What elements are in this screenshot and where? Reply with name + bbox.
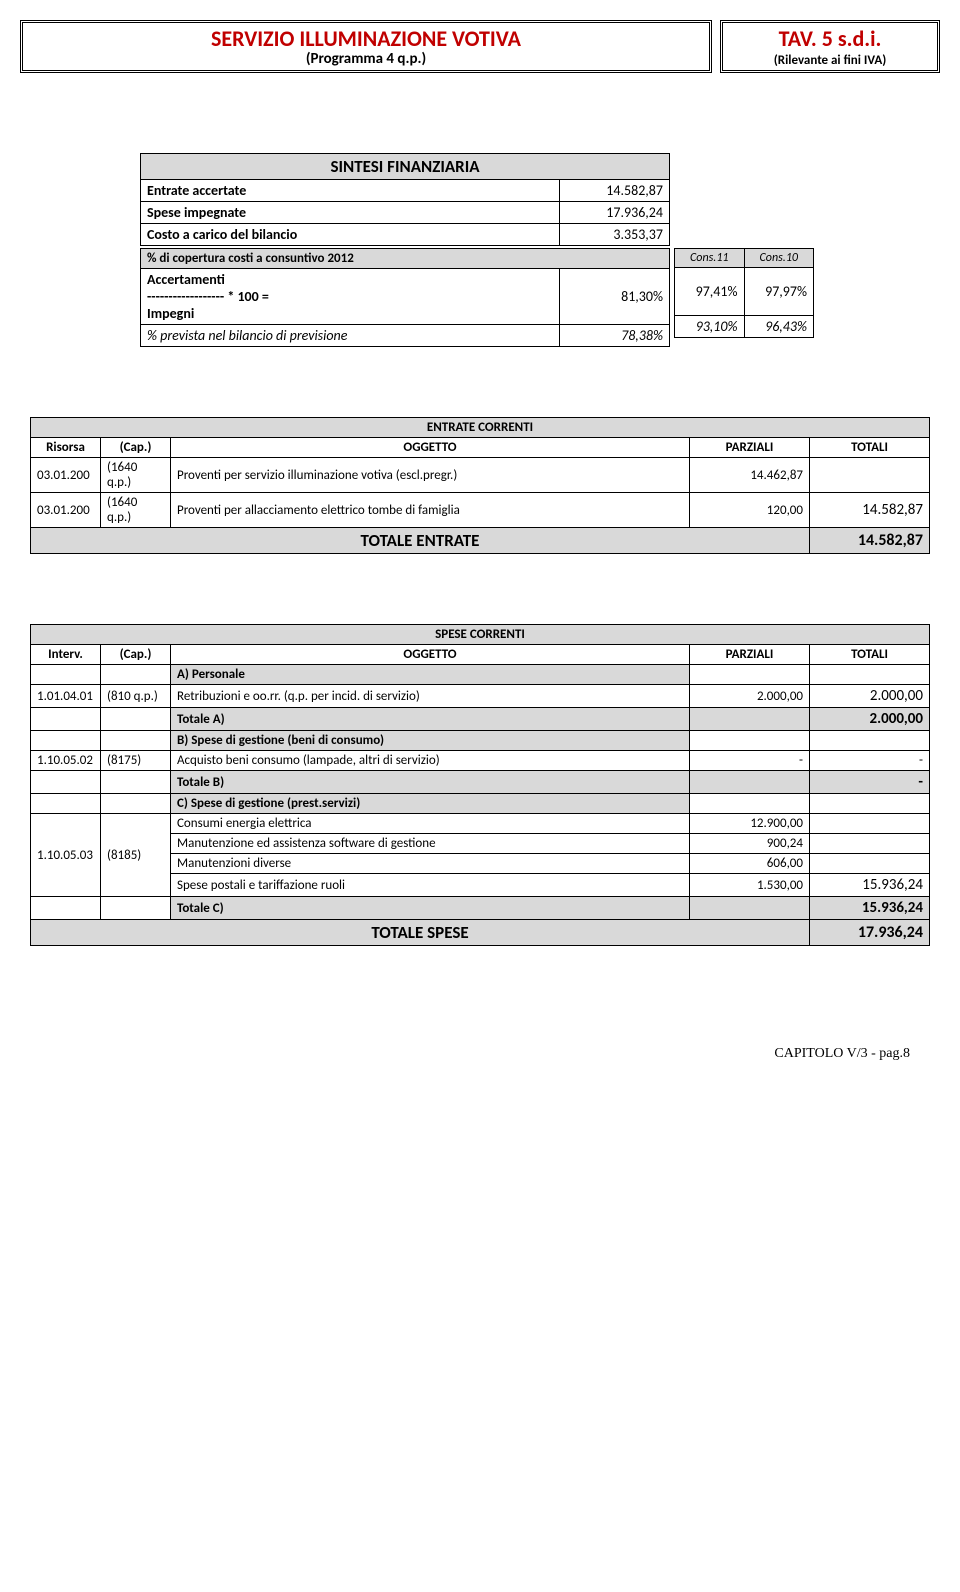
row-value: 3.353,37	[560, 224, 670, 246]
spese-table: SPESE CORRENTI Interv. (Cap.) OGGETTO PA…	[30, 624, 930, 946]
entrate-table: ENTRATE CORRENTI Risorsa (Cap.) OGGETTO …	[30, 417, 930, 554]
prev-label: % prevista nel bilancio di previsione	[141, 325, 560, 347]
table-row: 1.10.05.02 (8175) Acquisto beni consumo …	[31, 751, 930, 771]
sintesi-section: SINTESI FINANZIARIA Entrate accertate14.…	[140, 153, 940, 347]
col-parziali: PARZIALI	[690, 438, 810, 458]
page-header: SERVIZIO ILLUMINAZIONE VOTIVA (Programma…	[20, 20, 940, 73]
col-totali: TOTALI	[810, 645, 930, 665]
group-c-header: C) Spese di gestione (prest.servizi)	[31, 794, 930, 814]
iva-note: (Rilevante ai fini IVA)	[731, 53, 929, 68]
col-interv: Interv.	[31, 645, 101, 665]
pct-header: % di copertura costi a consuntivo 2012	[141, 249, 670, 269]
table-row: 1.01.04.01 (810 q.p.) Retribuzioni e oo.…	[31, 685, 930, 708]
accert-value: 81,30%	[560, 269, 670, 325]
cons11-head: Cons.11	[675, 249, 745, 268]
sintesi-title: SINTESI FINANZIARIA	[141, 154, 670, 180]
spese-total-row: TOTALE SPESE 17.936,24	[31, 920, 930, 946]
entrate-section: ENTRATE CORRENTI Risorsa (Cap.) OGGETTO …	[20, 417, 940, 554]
col-cap: (Cap.)	[101, 438, 171, 458]
col-risorsa: Risorsa	[31, 438, 101, 458]
header-right: TAV. 5 s.d.i. (Rilevante ai fini IVA)	[720, 20, 940, 73]
col-cap: (Cap.)	[101, 645, 171, 665]
group-a-total: Totale A)2.000,00	[31, 708, 930, 731]
table-row: 1.10.05.03 (8185) Consumi energia elettr…	[31, 814, 930, 834]
cons10-head: Cons.10	[744, 249, 814, 268]
group-c-total: Totale C)15.936,24	[31, 897, 930, 920]
group-a-header: A) Personale	[31, 665, 930, 685]
sintesi-main-table: SINTESI FINANZIARIA Entrate accertate14.…	[140, 153, 670, 246]
header-left: SERVIZIO ILLUMINAZIONE VOTIVA (Programma…	[20, 20, 712, 73]
table-row: 03.01.200 (1640 q.p.) Proventi per servi…	[31, 458, 930, 493]
row-label: Spese impegnate	[141, 202, 560, 224]
doc-subtitle: (Programma 4 q.p.)	[31, 50, 701, 68]
spese-title: SPESE CORRENTI	[31, 625, 930, 645]
table-row: 03.01.200 (1640 q.p.) Proventi per allac…	[31, 493, 930, 528]
spese-section: SPESE CORRENTI Interv. (Cap.) OGGETTO PA…	[20, 624, 940, 946]
col-totali: TOTALI	[810, 438, 930, 458]
cons-cell: 93,10%	[675, 316, 745, 338]
prev-value: 78,38%	[560, 325, 670, 347]
doc-title: SERVIZIO ILLUMINAZIONE VOTIVA	[31, 25, 701, 52]
sintesi-cons-table: Cons.11Cons.10 97,41%97,97% 93,10%96,43%	[674, 248, 814, 338]
col-oggetto: OGGETTO	[171, 645, 690, 665]
group-b-header: B) Spese di gestione (beni di consumo)	[31, 731, 930, 751]
group-b-total: Totale B)-	[31, 771, 930, 794]
row-value: 14.582,87	[560, 180, 670, 202]
row-label: Costo a carico del bilancio	[141, 224, 560, 246]
accert-label: Accertamenti ------------------ * 100 = …	[141, 269, 560, 325]
row-value: 17.936,24	[560, 202, 670, 224]
cons-cell: 97,97%	[744, 268, 814, 316]
col-oggetto: OGGETTO	[171, 438, 690, 458]
entrate-title: ENTRATE CORRENTI	[31, 418, 930, 438]
row-label: Entrate accertate	[141, 180, 560, 202]
cons-cell: 97,41%	[675, 268, 745, 316]
sintesi-pct-table: % di copertura costi a consuntivo 2012 A…	[140, 248, 670, 347]
cons-cell: 96,43%	[744, 316, 814, 338]
tav-label: TAV. 5 s.d.i.	[731, 25, 929, 52]
entrate-total-row: TOTALE ENTRATE 14.582,87	[31, 528, 930, 554]
page-footer: CAPITOLO V/3 - pag.8	[20, 1046, 940, 1062]
col-parziali: PARZIALI	[690, 645, 810, 665]
